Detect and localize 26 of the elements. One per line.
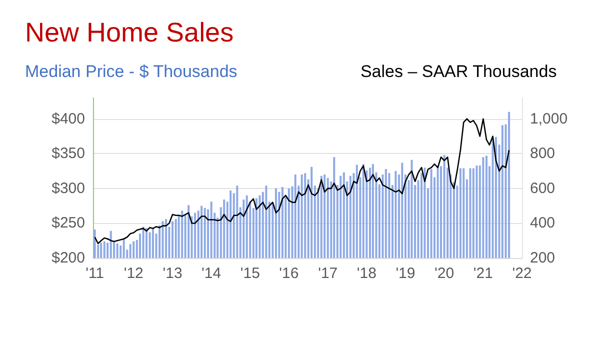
x-tick-label: '13: [162, 265, 182, 282]
x-tick-label: '11: [86, 265, 104, 282]
y2-axis-title: Sales – SAAR Thousands: [360, 62, 557, 81]
line-series: [94, 118, 510, 244]
y-axis-title: Median Price - $ Thousands: [25, 62, 238, 81]
y-tick-label: $300: [52, 180, 85, 197]
y-tick-label: $200: [52, 250, 85, 266]
x-tick-label: '16: [279, 265, 299, 282]
x-tick-label: '18: [356, 265, 376, 282]
y-tick-label: $350: [52, 145, 85, 162]
y-tick-label: $250: [52, 214, 85, 232]
x-tick-label: '20: [434, 265, 454, 282]
x-tick-label: '22: [512, 265, 532, 282]
x-tick-label: '12: [124, 265, 144, 282]
x-tick-label: '15: [240, 265, 260, 282]
y2-tick-label: 600: [530, 180, 556, 197]
y-tick-label: $400: [52, 110, 85, 128]
y2-tick-label: 1,000: [530, 110, 568, 128]
x-tick-label: '19: [396, 265, 416, 282]
x-tick-label: '21: [473, 265, 493, 282]
y2-tick-label: 400: [530, 214, 556, 232]
x-tick-label: '14: [202, 265, 222, 282]
y2-tick-label: 200: [530, 250, 556, 266]
y2-tick-label: 800: [530, 145, 556, 162]
x-tick-label: '17: [318, 265, 338, 282]
chart-title: New Home Sales: [25, 18, 234, 48]
